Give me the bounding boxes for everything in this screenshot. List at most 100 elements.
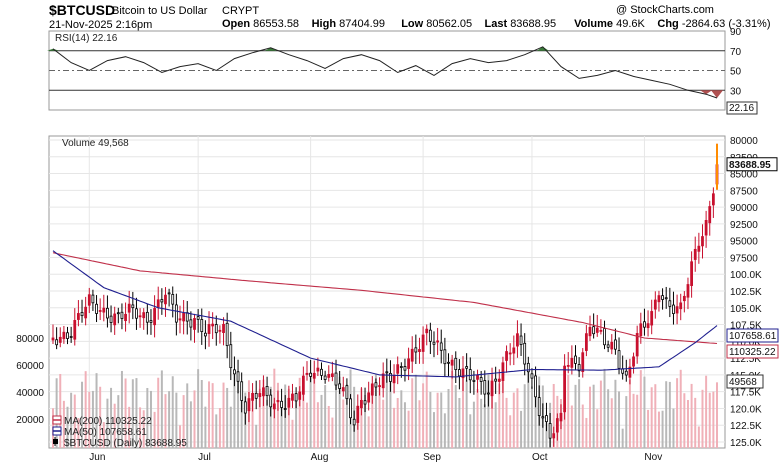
candle-body: [320, 368, 323, 376]
candle-body: [657, 295, 661, 303]
volume-bar: [585, 417, 588, 448]
candle-body: [479, 377, 483, 382]
candle-body: [116, 312, 120, 315]
volume-bar: [657, 411, 660, 448]
volume-bar: [639, 370, 642, 448]
volume-bar: [487, 374, 490, 448]
volume-bar: [552, 383, 555, 448]
candle-body: [211, 323, 215, 327]
candle-body: [407, 358, 410, 369]
candle-body: [661, 295, 664, 300]
volume-bar: [599, 380, 602, 448]
volume-bar: [403, 402, 406, 448]
date-label: 21-Nov-2025 2:16pm: [49, 19, 152, 31]
volume-bar: [592, 384, 595, 448]
volume-bar: [168, 391, 171, 448]
candle-body: [356, 405, 360, 423]
volume-bar: [462, 374, 465, 448]
volume-bar: [534, 397, 537, 448]
volume-bar: [298, 377, 301, 448]
ma50-tag: 107658.61: [726, 328, 779, 343]
volume-bar: [110, 387, 113, 448]
volume-bar: [371, 394, 374, 448]
candle-body: [614, 339, 617, 350]
candle-body: [167, 292, 171, 295]
rsi-last-tag: 22.16: [726, 101, 758, 115]
candle-body: [559, 412, 563, 422]
volume-bar: [218, 408, 221, 448]
candle-body: [505, 351, 508, 361]
candle-body: [454, 357, 458, 371]
candle-body: [265, 386, 269, 397]
ma200-tag: 110325.22: [726, 344, 779, 359]
candle-body: [617, 350, 621, 369]
volume-bar: [567, 374, 570, 448]
volume-bar: [679, 369, 682, 448]
volume-bar: [527, 369, 530, 448]
candle-body: [584, 333, 588, 351]
volume-bar: [665, 381, 668, 448]
price-tick-label: 117.5K: [730, 388, 761, 399]
volume-bar: [131, 379, 134, 448]
volume-bar: [316, 402, 319, 448]
candle-body: [182, 312, 186, 322]
volume-bar: [661, 410, 664, 448]
candle-body: [487, 392, 490, 395]
volume-bar: [128, 406, 131, 448]
volume-bar: [233, 374, 236, 448]
volume-bar: [694, 397, 697, 448]
volume-bar: [106, 398, 109, 448]
price-tick-label: 90000: [730, 203, 758, 214]
candle-body: [102, 307, 106, 313]
candle-body: [312, 372, 316, 379]
candle-body: [233, 369, 236, 375]
price-tick-label: 87500: [730, 186, 758, 197]
candle-body: [599, 329, 603, 332]
candle-body: [403, 366, 407, 371]
candle-body: [624, 370, 628, 376]
volume-bar: [149, 390, 152, 448]
candle-body: [330, 373, 334, 377]
volume-bar: [690, 383, 693, 448]
candle-body: [653, 299, 657, 310]
stats-row: Open 86553.58 High 87404.99 Low 80562.05 La…: [222, 18, 771, 30]
candle-body: [450, 359, 454, 366]
candle-body: [225, 322, 229, 347]
candle-body: [69, 336, 73, 338]
candle-body: [439, 342, 443, 351]
volume-bar: [581, 404, 584, 448]
legend-ma200: MA(200) 110325.22: [64, 416, 152, 427]
rsi-tick-label: 30: [730, 86, 742, 97]
candle-body: [352, 418, 356, 426]
candle-body: [156, 299, 160, 308]
volume-bar: [476, 389, 479, 448]
candle-body: [570, 357, 574, 368]
candle-body: [588, 326, 592, 337]
volume-bar: [647, 409, 650, 448]
volume-bar: [59, 373, 62, 448]
candle-body: [711, 193, 715, 206]
volume-bar: [625, 396, 628, 448]
symbol-name: Bitcoin to US Dollar: [112, 5, 208, 17]
volume-bar: [305, 402, 308, 448]
candle-body: [650, 311, 654, 326]
candle-body: [240, 381, 244, 401]
candle-body: [508, 352, 512, 355]
symbol-title: $BTCUSD: [49, 2, 115, 18]
volume-bar: [135, 378, 138, 448]
candle-body: [291, 393, 294, 401]
candle-body: [229, 344, 233, 369]
volume-bar: [672, 408, 675, 448]
volume-bar: [120, 370, 123, 448]
candle-body: [127, 303, 131, 313]
candle-body: [298, 391, 302, 400]
volume-bar: [650, 387, 653, 448]
candle-body: [338, 383, 342, 389]
candle-body: [537, 397, 541, 416]
volume-bar: [701, 389, 704, 448]
candle-body: [189, 319, 193, 328]
volume-bar: [545, 421, 548, 448]
candle-body: [606, 344, 610, 348]
volume-bar: [186, 383, 189, 448]
candle-body: [262, 387, 265, 397]
